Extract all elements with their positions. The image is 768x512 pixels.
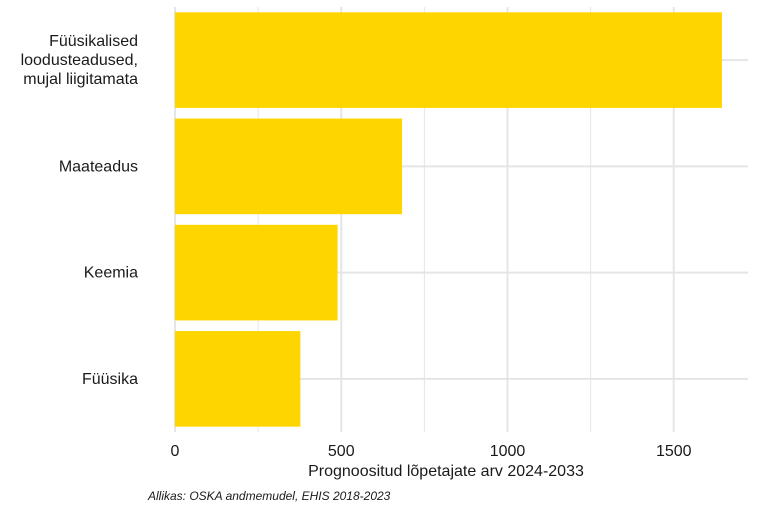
- bar: [175, 12, 722, 108]
- y-tick-label: Maateadus: [59, 158, 138, 175]
- y-tick-label-line: Füüsika: [82, 371, 138, 388]
- x-axis-ticks: 0 500 1000 1500: [171, 443, 692, 460]
- y-tick-label-line: Maateadus: [59, 158, 138, 175]
- y-tick-label-line: loodusteadused,: [21, 52, 138, 69]
- x-axis-title: Prognoositud lõpetajate arv 2024-2033: [308, 463, 584, 480]
- x-tick-label: 1500: [656, 443, 692, 460]
- y-tick-label-line: mujal liigitamata: [23, 71, 138, 88]
- x-tick-label: 0: [171, 443, 180, 460]
- y-tick-label: Keemia: [84, 265, 138, 282]
- y-tick-label-line: Keemia: [84, 265, 138, 282]
- y-tick-label: Füüsikalised loodusteadused, mujal liigita…: [21, 33, 139, 88]
- bar: [175, 331, 301, 427]
- bars-group: [175, 12, 722, 427]
- y-tick-label-line: Füüsikalised: [49, 33, 138, 50]
- bar: [175, 224, 338, 321]
- x-tick-label: 1000: [490, 443, 526, 460]
- source-caption: Allikas: OSKA andmemudel, EHIS 2018-2023: [147, 489, 391, 503]
- y-axis-labels: Füüsikalised loodusteadused, mujal liigita…: [21, 33, 139, 388]
- bar: [175, 118, 403, 215]
- x-tick-label: 500: [328, 443, 355, 460]
- y-tick-label: Füüsika: [82, 371, 138, 388]
